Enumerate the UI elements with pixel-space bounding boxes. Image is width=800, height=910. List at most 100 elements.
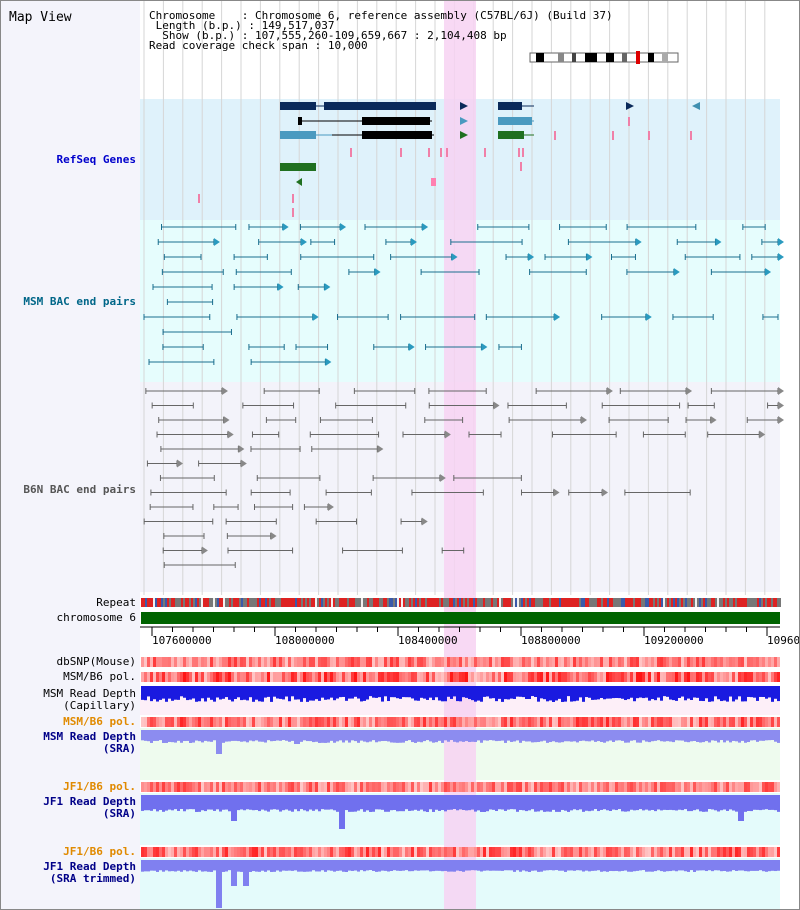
depth-bar	[318, 686, 321, 701]
depth-bar	[618, 795, 621, 810]
b6n-bac-end-pairs-track[interactable]	[143, 387, 784, 568]
depth-bar	[408, 730, 411, 741]
pol-cell	[585, 782, 588, 792]
depth-bar	[726, 860, 729, 872]
repeat-segment	[311, 598, 313, 607]
pol-cell	[669, 657, 672, 667]
depth-bar	[222, 860, 225, 872]
pol-cell	[717, 847, 720, 857]
pol-cell	[555, 657, 558, 667]
repeat-segment	[479, 598, 481, 607]
pol-cell	[279, 672, 282, 682]
pol-cell	[753, 847, 756, 857]
chromosome-ideogram[interactable]	[529, 51, 679, 64]
label-b6n-bac[interactable]: B6N BAC end pairs	[23, 483, 136, 496]
depth-bar	[777, 730, 780, 743]
depth-bar	[681, 795, 684, 811]
repeat-segment	[741, 598, 743, 607]
pol-cell	[219, 717, 222, 727]
pol-cell	[177, 717, 180, 727]
pol-cell	[441, 717, 444, 727]
depth-bar	[150, 686, 153, 702]
pol-cell	[597, 847, 600, 857]
depth-bar	[474, 686, 477, 702]
depth-bar	[672, 795, 675, 811]
pol-cell	[705, 657, 708, 667]
depth-bar	[411, 795, 414, 811]
depth-bar	[648, 860, 651, 872]
repeat-segment	[667, 598, 669, 607]
pol-cell	[636, 847, 639, 857]
msm-bac-end-pairs-track[interactable]	[143, 223, 784, 366]
depth-bar	[645, 860, 648, 872]
pol-cell	[144, 672, 147, 682]
repeat-track[interactable]	[141, 598, 781, 607]
gene-arrow	[626, 102, 634, 110]
repeat-segment	[293, 598, 295, 607]
pol-cell	[606, 847, 609, 857]
depth-bar	[774, 686, 777, 699]
depth-bar	[507, 795, 510, 810]
depth-bar	[747, 730, 750, 743]
depth-bar	[699, 795, 702, 812]
label-msm-bac[interactable]: MSM BAC end pairs	[23, 295, 136, 308]
read-depth-tracks[interactable]	[141, 686, 780, 908]
depth-bar	[573, 795, 576, 810]
pol-cell	[519, 782, 522, 792]
bac-end-marker	[327, 503, 334, 511]
depth-bar	[306, 730, 309, 742]
pol-cell	[204, 717, 207, 727]
repeat-segment	[713, 598, 715, 607]
depth-bar	[324, 686, 327, 700]
depth-bar	[597, 730, 600, 742]
depth-bar	[432, 730, 435, 743]
depth-bar	[270, 686, 273, 702]
pol-cell	[546, 657, 549, 667]
gene-exon	[362, 131, 422, 139]
depth-bar	[612, 860, 615, 872]
repeat-segment	[725, 598, 727, 607]
highlight-region[interactable]	[444, 0, 476, 910]
depth-bar	[330, 686, 333, 698]
pol-cell	[735, 717, 738, 727]
depth-bar	[333, 860, 336, 872]
pol-cell	[516, 672, 519, 682]
repeat-segment	[349, 598, 351, 607]
pol-cell	[486, 657, 489, 667]
pol-cell	[690, 657, 693, 667]
label-refseq-genes[interactable]: RefSeq Genes	[56, 153, 136, 166]
pol-cell	[279, 657, 282, 667]
depth-bar	[552, 860, 555, 871]
pol-cell	[720, 657, 723, 667]
pol-cell	[318, 847, 321, 857]
pol-cell	[324, 847, 327, 857]
pol-cell	[531, 782, 534, 792]
pol-cell	[561, 847, 564, 857]
pol-cell	[588, 782, 591, 792]
depth-bar	[456, 860, 459, 871]
pol-cell	[198, 672, 201, 682]
pol-cell	[723, 782, 726, 792]
depth-bar	[735, 860, 738, 871]
pol-cell	[687, 672, 690, 682]
repeat-segment	[481, 598, 483, 607]
pol-cell	[513, 782, 516, 792]
pol-cell	[546, 717, 549, 727]
gene-exon	[498, 102, 522, 110]
pol-cell	[720, 717, 723, 727]
pol-cell	[438, 672, 441, 682]
depth-bar	[249, 795, 252, 810]
chromosome-bar[interactable]	[141, 612, 780, 624]
depth-bar	[294, 686, 297, 700]
gene-exon	[280, 102, 316, 110]
polymorphism-tracks[interactable]	[141, 657, 780, 857]
depth-bar	[459, 795, 462, 810]
depth-bar	[477, 730, 480, 741]
repeat-segment	[535, 598, 537, 607]
refseq-genes-track[interactable]	[198, 102, 700, 217]
label-jf1-depth-sra-sub: (SRA)	[102, 807, 136, 820]
repeat-segment	[517, 598, 519, 607]
depth-bar	[729, 686, 732, 697]
repeat-segment	[523, 598, 525, 607]
